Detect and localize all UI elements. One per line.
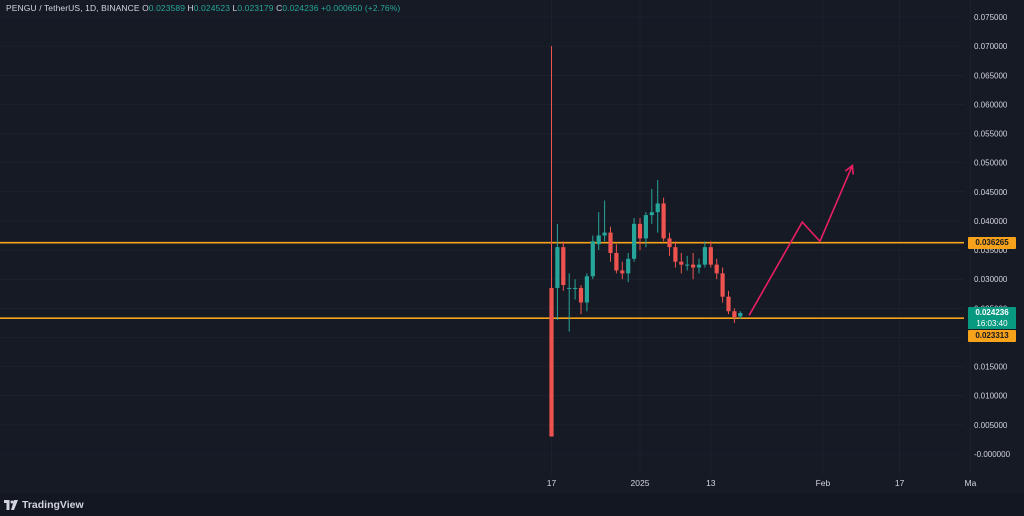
y-axis-tick-label: 0.075000 (974, 13, 1008, 22)
candle-body (549, 287, 554, 437)
footer-bar (0, 493, 1024, 516)
candle-body (708, 247, 713, 265)
x-axis-tick-label: 13 (706, 478, 716, 488)
candle-body (685, 264, 690, 266)
x-axis-tick-label: 17 (895, 478, 905, 488)
y-axis-tick-label: 0.010000 (974, 392, 1008, 401)
close-value: 0.024236 (282, 3, 319, 13)
candle-body (720, 273, 725, 297)
projection-arrow-line (748, 165, 854, 316)
change-value: +0.000650 (+2.76%) (321, 3, 401, 13)
candle-body (567, 287, 572, 289)
projection-arrow-head (844, 164, 855, 175)
resistance-price-tag: 0.036265 (968, 237, 1016, 249)
candle-body (608, 232, 613, 253)
close-label: C (276, 3, 283, 13)
candle-body (578, 287, 584, 303)
y-axis-tick-label: 0.005000 (974, 421, 1008, 430)
candle-body (673, 247, 678, 262)
support-price-tag: 0.023313 (968, 330, 1016, 342)
y-axis-tick-label: 0.055000 (974, 130, 1008, 139)
candle-body (561, 247, 566, 286)
candle-body (596, 235, 601, 245)
candle-body (661, 203, 666, 239)
symbol-legend: PENGU / TetherUS, 1D, BINANCE O0.023589 … (6, 3, 400, 13)
candle-body (602, 232, 607, 236)
y-axis-tick-label: 0.015000 (974, 363, 1008, 372)
candle-body (696, 264, 702, 268)
open-label: O (142, 3, 149, 13)
low-label: L (232, 3, 238, 13)
x-axis-tick-label: Ma (964, 478, 976, 488)
last-price-tag: 0.024236 (968, 307, 1016, 319)
low-value: 0.023179 (237, 3, 274, 13)
x-axis-tick-label: 17 (547, 478, 557, 488)
y-axis-tick-label: 0.035000 (974, 246, 1008, 255)
x-axis-tick-label: 2025 (631, 478, 650, 488)
y-axis-tick-label: 0.040000 (974, 217, 1008, 226)
tradingview-icon (4, 500, 18, 510)
candle-body (702, 247, 707, 265)
y-axis-tick-label: 0.070000 (974, 42, 1008, 51)
high-value: 0.024523 (193, 3, 231, 13)
y-axis-tick-label: 0.050000 (974, 159, 1008, 168)
candle-body (732, 311, 737, 318)
candle-body (632, 223, 637, 259)
candle-body (614, 252, 619, 271)
bar-countdown: 16:03:40 (968, 318, 1016, 329)
x-axis-tick-label: Feb (816, 478, 831, 488)
candle-body (726, 296, 731, 312)
candle-body (584, 276, 589, 303)
y-axis-tick-label: 0.065000 (974, 71, 1008, 80)
candle-body (620, 270, 625, 274)
candle-body (738, 312, 743, 317)
symbol-title: PENGU / TetherUS, 1D, BINANCE (6, 3, 140, 13)
candle-body (649, 212, 654, 216)
candle-body (637, 223, 643, 239)
candle-body (679, 261, 684, 265)
tradingview-logo[interactable]: TradingView (4, 499, 84, 511)
high-label: H (187, 3, 194, 13)
y-axis-tick-label: -0.000000 (974, 450, 1011, 459)
candle-body (573, 287, 578, 289)
y-axis-tick-label: 0.060000 (974, 100, 1008, 109)
candle-body (643, 215, 648, 239)
y-axis-tick-label: 0.030000 (974, 275, 1008, 284)
candle-body (667, 238, 672, 248)
candle-body (555, 247, 560, 288)
candle-body (714, 264, 719, 274)
y-axis-tick-label: 0.045000 (974, 188, 1008, 197)
candle-body (590, 241, 595, 277)
candle-body (655, 203, 660, 213)
candle-body (626, 258, 631, 274)
candle-body (691, 264, 696, 268)
open-value: 0.023589 (148, 3, 186, 13)
tradingview-wordmark: TradingView (22, 499, 84, 511)
